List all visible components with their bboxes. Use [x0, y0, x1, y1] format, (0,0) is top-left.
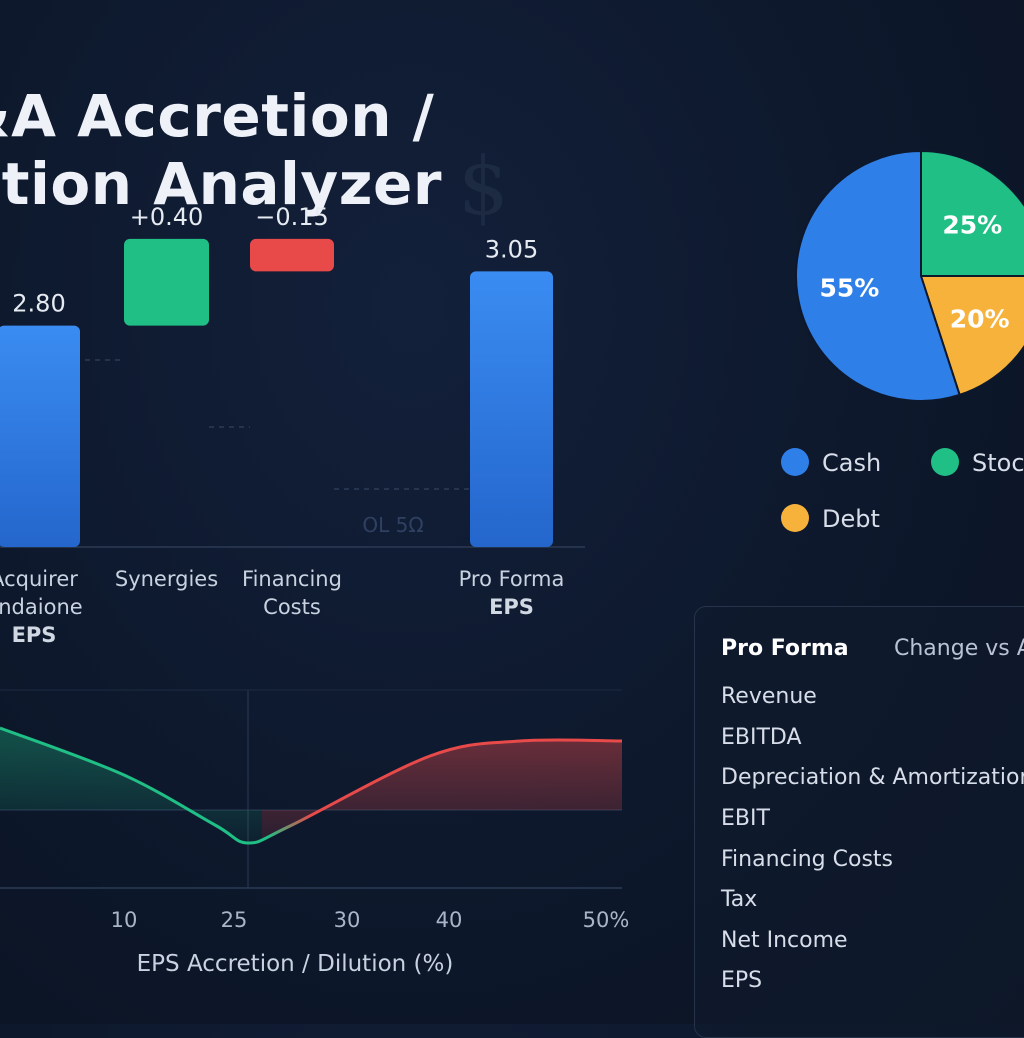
pie-data-label-stoc: 25%: [942, 211, 1002, 240]
pie-chart: 25% 20% 55%: [795, 149, 1024, 402]
wf-category-label-0-0: Acquirer: [0, 567, 78, 591]
wf-data-label-0: 2.80: [12, 290, 65, 318]
wf-bar-1: [124, 238, 209, 326]
waterfall-chart: 2.80 Acquirer endaione EPS +0.40 Synergies −0.…: [0, 203, 564, 647]
area-tick-label-4: 50%: [583, 908, 630, 932]
table-row-eps: EPS: [721, 968, 763, 993]
wf-bar-3: [470, 271, 553, 547]
pie-slice-stoc: [920, 149, 1024, 277]
pie-legend: Cash Stoc Debt: [781, 448, 1024, 533]
wf-bar-0: [0, 325, 80, 547]
table-row-da: Depreciation & Amortization: [721, 765, 1024, 790]
area-tick-label-1: 25: [221, 908, 248, 932]
wf-category-label-0-2: EPS: [12, 623, 57, 647]
wf-category-label-2-1: Costs: [263, 595, 321, 619]
table-row-ebit: EBIT: [721, 806, 770, 831]
wf-category-label-0-1: endaione: [0, 595, 83, 619]
area-tick-label-2: 30: [334, 908, 361, 932]
area-tick-label-0: 10: [111, 908, 138, 932]
title-line-1: &A Accretion /: [0, 82, 435, 150]
table-row-net-income: Net Income: [721, 928, 848, 953]
area-series-line: [0, 726, 623, 845]
legend-label-cash: Cash: [822, 449, 881, 477]
area-chart: 10 25 30 40 50%: [0, 726, 630, 932]
wf-data-label-2: −0.15: [255, 203, 329, 231]
pie-data-label-debt: 20%: [950, 305, 1010, 334]
wf-category-label-1-0: Synergies: [115, 567, 218, 591]
wf-category-label-2-0: Financing: [242, 567, 342, 591]
wf-data-label-3: 3.05: [485, 235, 538, 263]
wf-bar-2: [250, 238, 334, 272]
table-row-financing: Financing Costs: [721, 847, 894, 872]
title-line-2: ution Analyzer: [0, 150, 442, 218]
table-row-ebitda: EBITDA: [721, 725, 802, 750]
table-header-pro-forma: Pro Forma: [721, 636, 849, 661]
pie-slice-cash: [795, 149, 961, 402]
wf-category-label-3-1: EPS: [489, 595, 534, 619]
wf-category-label-3-0: Pro Forma: [459, 567, 565, 591]
legend-swatch-cash: [781, 448, 809, 476]
legend-label-debt: Debt: [822, 505, 880, 533]
area-tick-label-3: 40: [436, 908, 463, 932]
dollar-icon: $: [458, 140, 509, 233]
legend-label-stoc: Stoc: [972, 449, 1024, 477]
legend-swatch-debt: [781, 504, 809, 532]
wf-stray-text: OL 5Ω: [362, 513, 423, 537]
table-header-change: Change vs A: [894, 636, 1024, 661]
wf-data-label-1: +0.40: [130, 203, 204, 231]
pie-slice-debt: [919, 275, 1024, 397]
pie-data-label-cash: 55%: [819, 273, 879, 302]
pro-forma-table: [694, 606, 1024, 1038]
table-row-tax: Tax: [721, 887, 758, 912]
page-title: &A Accretion / ution Analyzer: [0, 82, 442, 218]
table-row-revenue: Revenue: [721, 684, 817, 709]
area-xlabel: EPS Accretion / Dilution (%): [137, 951, 454, 977]
legend-swatch-stoc: [931, 448, 959, 476]
area-fill-dilution: [262, 739, 622, 841]
